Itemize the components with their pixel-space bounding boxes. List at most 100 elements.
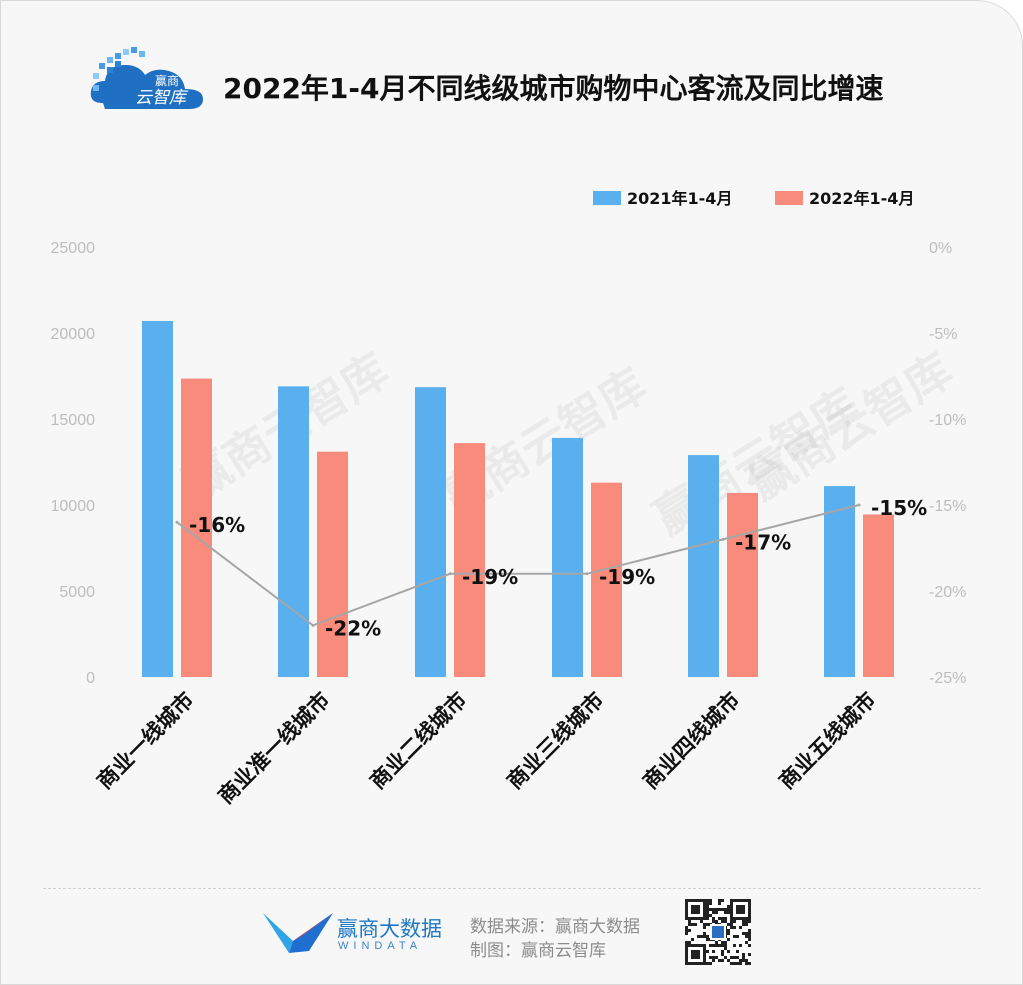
qr-cell bbox=[730, 923, 733, 926]
legend-label-0: 2021年1-4月 bbox=[627, 189, 732, 208]
qr-cell bbox=[748, 938, 751, 941]
qr-cell bbox=[730, 926, 733, 929]
growth-point-2 bbox=[448, 572, 452, 576]
legend-swatch-1 bbox=[775, 191, 803, 205]
qr-cell bbox=[706, 899, 709, 902]
qr-cell bbox=[712, 950, 715, 953]
qr-cell bbox=[709, 956, 712, 959]
qr-cell bbox=[742, 953, 745, 956]
left-tick-label: 0 bbox=[86, 670, 95, 687]
qr-cell bbox=[736, 962, 739, 965]
qr-cell bbox=[736, 956, 739, 959]
qr-cell bbox=[718, 899, 721, 902]
qr-cell bbox=[706, 914, 709, 917]
qr-center-logo bbox=[710, 924, 726, 940]
chart-title: 2022年1-4月不同线级城市购物中心客流及同比增速 bbox=[223, 72, 884, 105]
growth-line-path bbox=[176, 504, 860, 627]
bars bbox=[142, 320, 894, 677]
qr-cell bbox=[721, 953, 724, 956]
growth-data-label-2: -19% bbox=[462, 565, 518, 589]
qr-finder-dot bbox=[691, 950, 700, 959]
qr-cell bbox=[721, 941, 724, 944]
x-tick-label-5: 商业五线城市 bbox=[774, 688, 880, 794]
qr-cell bbox=[685, 941, 688, 944]
qr-cell bbox=[721, 920, 724, 923]
qr-cell bbox=[718, 959, 721, 962]
footer-divider bbox=[43, 888, 981, 889]
qr-cell bbox=[709, 962, 712, 965]
qr-cell bbox=[700, 935, 703, 938]
right-tick-label: 0% bbox=[929, 240, 952, 257]
qr-cell bbox=[727, 905, 730, 908]
qr-cell bbox=[709, 944, 712, 947]
qr-cell bbox=[745, 932, 748, 935]
bar-0-1 bbox=[278, 386, 309, 677]
right-tick-label: -10% bbox=[929, 412, 966, 429]
qr-cell bbox=[688, 923, 691, 926]
qr-cell bbox=[715, 944, 718, 947]
qr-code-icon bbox=[685, 899, 751, 965]
right-tick-label: -15% bbox=[929, 498, 966, 515]
bar-1-4 bbox=[727, 492, 758, 677]
qr-cell bbox=[745, 959, 748, 962]
qr-cell bbox=[709, 902, 712, 905]
qr-cell bbox=[712, 911, 715, 914]
qr-cell bbox=[727, 959, 730, 962]
qr-cell bbox=[742, 920, 745, 923]
bar-0-2 bbox=[415, 387, 446, 677]
growth-point-3 bbox=[585, 572, 589, 576]
qr-cell bbox=[688, 941, 691, 944]
qr-cell bbox=[724, 908, 727, 911]
qr-cell bbox=[709, 908, 712, 911]
qr-cell bbox=[694, 923, 697, 926]
footer-brand: 赢商大数据 bbox=[337, 917, 442, 941]
qr-finder bbox=[730, 899, 751, 920]
growth-point-4 bbox=[721, 537, 725, 541]
qr-cell bbox=[703, 926, 706, 929]
left-tick-label: 5000 bbox=[59, 584, 95, 601]
qr-cell bbox=[727, 932, 730, 935]
qr-cell bbox=[712, 917, 715, 920]
qr-cell bbox=[748, 920, 751, 923]
qr-cell bbox=[742, 923, 745, 926]
bar-1-0 bbox=[181, 378, 212, 677]
qr-cell bbox=[712, 944, 715, 947]
growth-data-label-3: -19% bbox=[599, 565, 655, 589]
qr-cell bbox=[718, 908, 721, 911]
qr-cell bbox=[700, 920, 703, 923]
left-axis: 25000 20000 15000 10000 5000 0 bbox=[51, 240, 96, 687]
qr-cell bbox=[715, 911, 718, 914]
qr-cell bbox=[724, 941, 727, 944]
qr-cell bbox=[724, 920, 727, 923]
growth-data-label-4: -17% bbox=[735, 530, 791, 554]
x-tick-label-3: 商业三线城市 bbox=[502, 688, 608, 794]
bar-1-5 bbox=[863, 514, 894, 677]
qr-cell bbox=[712, 920, 715, 923]
qr-cell bbox=[706, 962, 709, 965]
qr-cell bbox=[739, 926, 742, 929]
bar-0-3 bbox=[552, 437, 583, 677]
qr-cell bbox=[733, 920, 736, 923]
qr-cell bbox=[727, 911, 730, 914]
qr-cell bbox=[748, 929, 751, 932]
legend: 2021年1-4月 2022年1-4月 bbox=[593, 189, 914, 208]
bar-1-3 bbox=[591, 482, 622, 677]
qr-cell bbox=[709, 899, 712, 902]
qr-cell bbox=[721, 950, 724, 953]
footer-credit: 制图：赢商云智库 bbox=[470, 941, 606, 961]
x-axis-labels: 商业一线城市 商业准一线城市 商业二线城市 商业三线城市 商业四线城市 商业五线城市 bbox=[92, 688, 880, 809]
qr-cell bbox=[721, 917, 724, 920]
qr-cell bbox=[733, 926, 736, 929]
growth-data-label-1: -22% bbox=[325, 616, 381, 640]
qr-cell bbox=[706, 950, 709, 953]
qr-cell bbox=[733, 962, 736, 965]
growth-point-0 bbox=[175, 520, 179, 524]
qr-cell bbox=[727, 938, 730, 941]
x-tick-label-4: 商业四线城市 bbox=[638, 688, 744, 794]
growth-point-5 bbox=[857, 503, 861, 507]
qr-cell bbox=[727, 923, 730, 926]
left-tick-label: 10000 bbox=[51, 498, 96, 515]
legend-swatch-0 bbox=[593, 191, 621, 205]
growth-point-1 bbox=[311, 623, 315, 627]
qr-cell bbox=[733, 935, 736, 938]
